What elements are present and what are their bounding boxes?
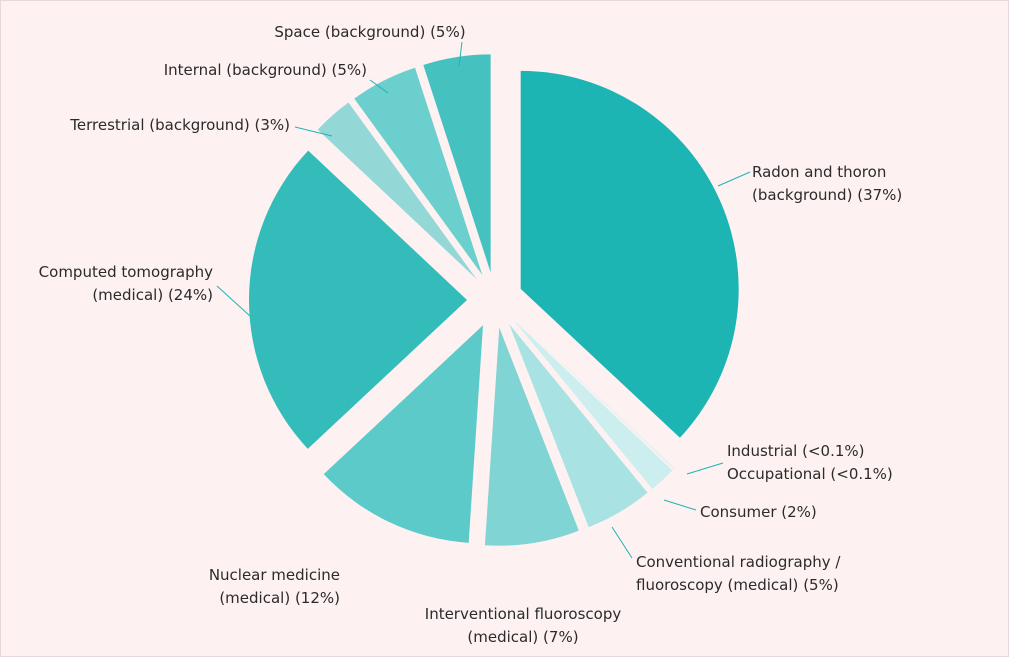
- label-line: (medical): [219, 589, 290, 607]
- value-label: (2%): [781, 503, 817, 521]
- pie-slice: [484, 327, 579, 546]
- pie-slice: [509, 324, 648, 528]
- label-line: (medical): [467, 628, 538, 646]
- value-label: (7%): [543, 628, 579, 646]
- value-label: (5%): [331, 61, 367, 79]
- label-line: Occupational: [727, 465, 826, 483]
- slice-label: Computed tomography (medical) (24%): [39, 263, 213, 304]
- leader-line: [717, 171, 751, 187]
- label-line: Conventional radiography /: [636, 553, 841, 571]
- value-label: (3%): [254, 116, 290, 134]
- leader-line: [216, 285, 251, 317]
- leader-line: [663, 499, 697, 511]
- label-line: Space (background): [274, 23, 425, 41]
- label-line: Interventional fluoroscopy: [425, 605, 622, 623]
- pie-slice: [514, 320, 673, 489]
- slice-label: Radon and thoron (background) (37%): [752, 163, 902, 204]
- pie-slice: [317, 102, 477, 279]
- slice-label: Internal (background) (5%): [164, 61, 367, 79]
- label-line: Radon and thoron: [752, 163, 886, 181]
- value-label: (<0.1%): [830, 465, 892, 483]
- leader-line: [294, 126, 333, 137]
- leader-line: [686, 462, 724, 475]
- label-line: (medical): [92, 286, 163, 304]
- pie-slice: [354, 67, 483, 276]
- slice-label: Conventional radiography / fluoroscopy (m…: [636, 553, 841, 594]
- label-line: Nuclear medicine: [209, 566, 340, 584]
- leader-line: [458, 41, 463, 67]
- label-line: Terrestrial (background): [69, 116, 249, 134]
- label-line: Internal (background): [164, 61, 327, 79]
- slice-label: Terrestrial (background) (3%): [69, 116, 290, 134]
- label-line: Industrial: [727, 442, 797, 460]
- slice-label: Industrial (<0.1%): [727, 442, 865, 460]
- value-label: (24%): [168, 286, 213, 304]
- value-label: (5%): [430, 23, 466, 41]
- pie-slice: [423, 54, 491, 273]
- leader-line: [611, 526, 633, 559]
- pie-slice: [249, 150, 468, 449]
- pie-slice: [323, 325, 484, 543]
- pie-slice: [515, 319, 675, 469]
- value-label: (<0.1%): [802, 442, 864, 460]
- label-line: Consumer: [700, 503, 777, 521]
- leader-line: [369, 79, 389, 94]
- pie-slice: [515, 319, 675, 470]
- label-line: fluoroscopy (medical): [636, 576, 798, 594]
- label-line: (background): [752, 186, 852, 204]
- slice-label: Nuclear medicine (medical) (12%): [209, 566, 340, 607]
- slice-label: Space (background) (5%): [274, 23, 465, 41]
- slice-label: Occupational (<0.1%): [727, 465, 893, 483]
- slice-label: Consumer (2%): [700, 503, 817, 521]
- value-label: (5%): [803, 576, 839, 594]
- value-label: (12%): [295, 589, 340, 607]
- slice-label: Interventional fluoroscopy (medical) (7%): [425, 605, 622, 646]
- value-label: (37%): [857, 186, 902, 204]
- pie-slice: [520, 70, 739, 438]
- label-line: Computed tomography: [39, 263, 213, 281]
